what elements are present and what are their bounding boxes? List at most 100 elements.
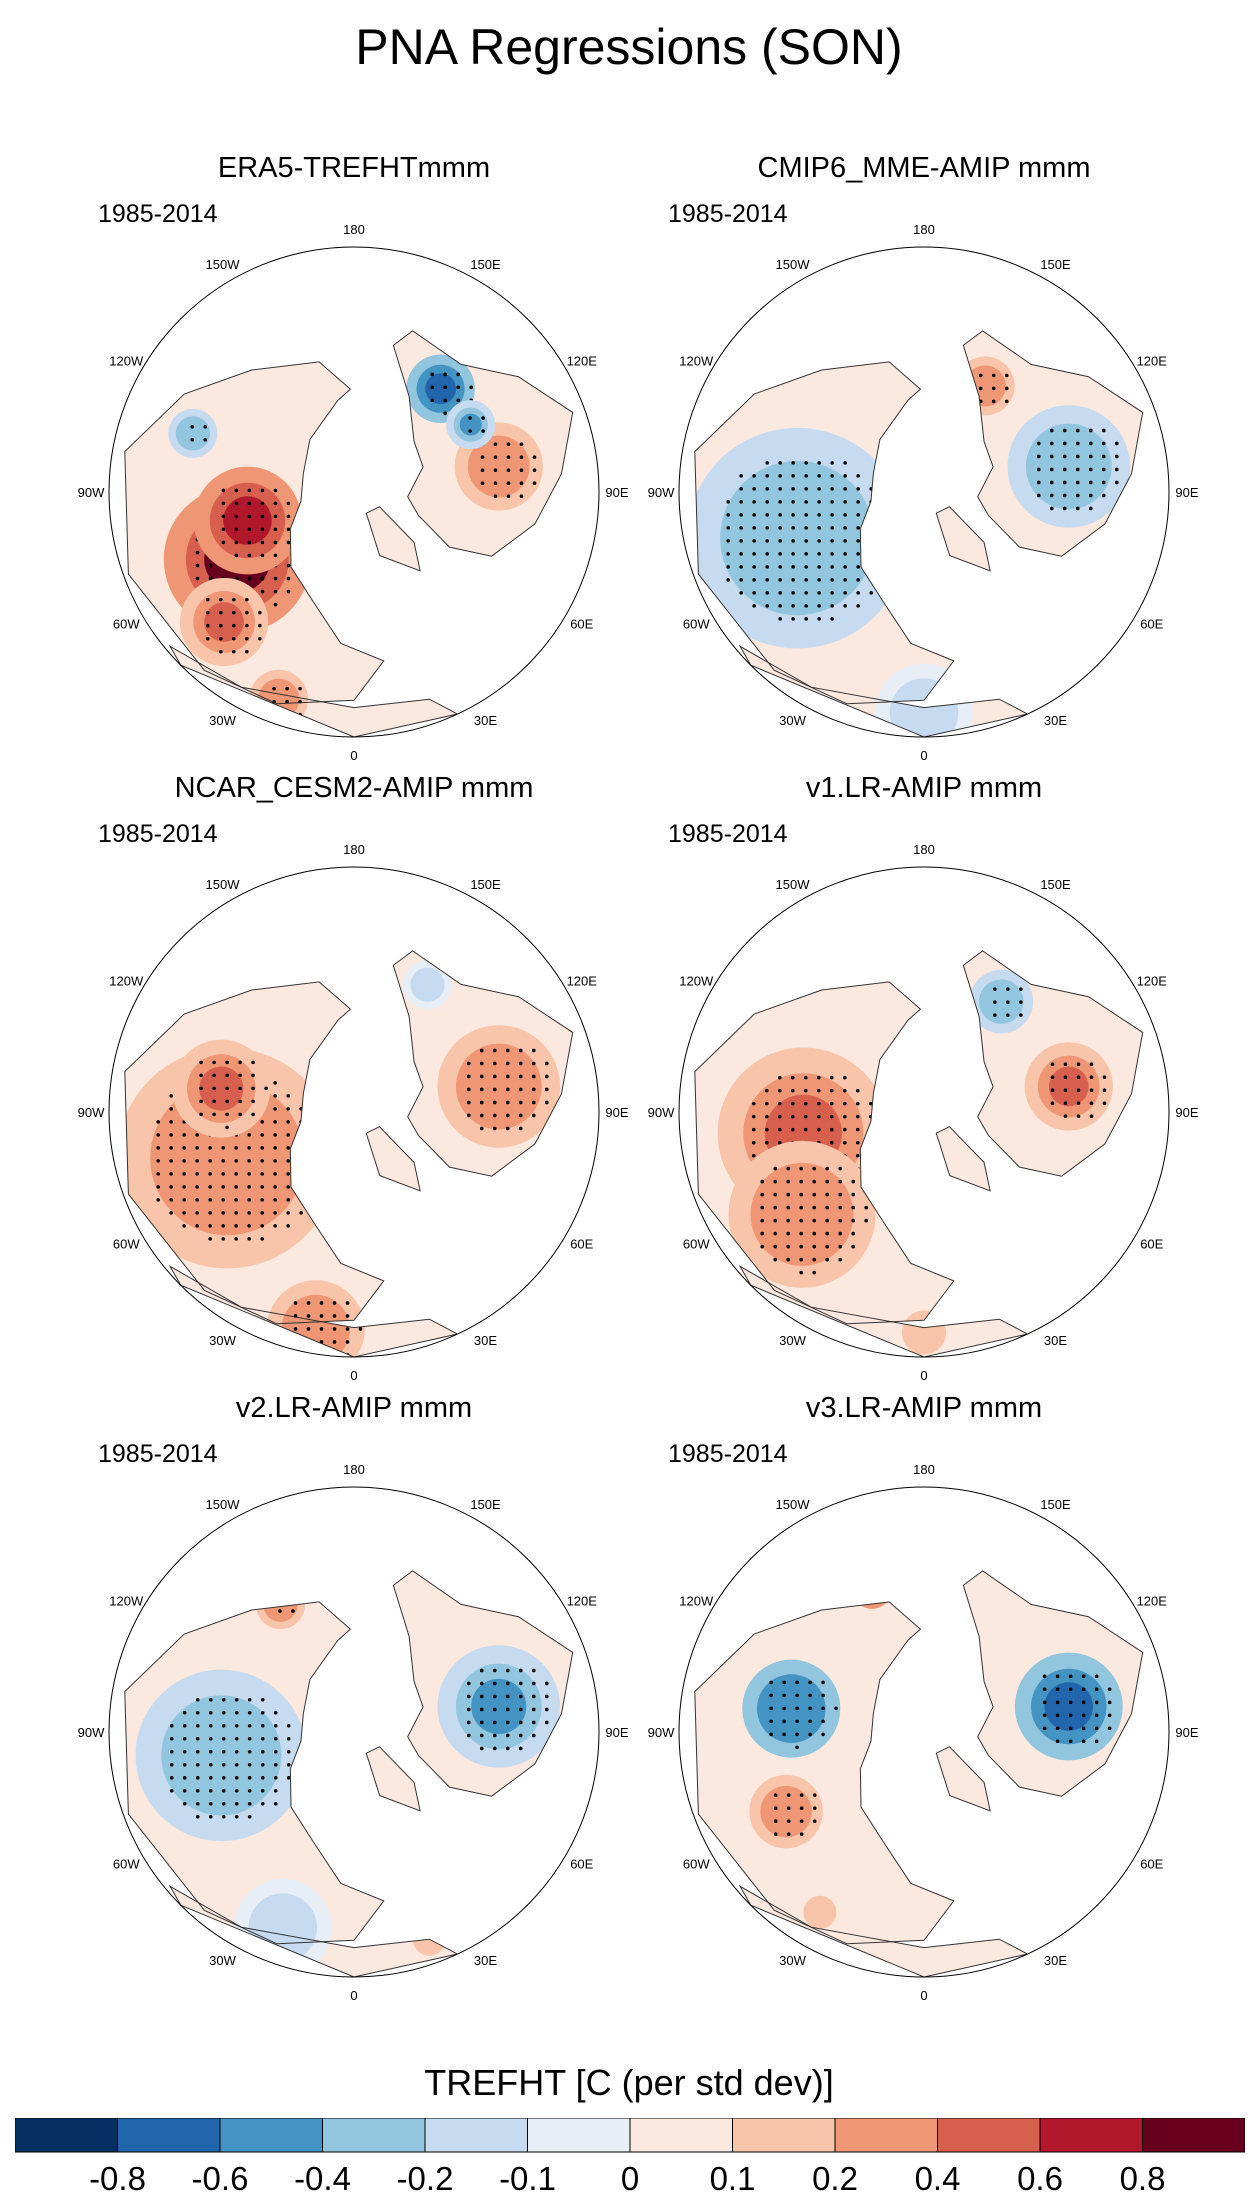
significance-dot <box>182 1775 187 1780</box>
significance-dot <box>856 591 860 595</box>
significance-dot <box>286 527 291 532</box>
significance-dot <box>286 1749 291 1754</box>
map-panel-cesm2: NCAR_CESM2-AMIP mmm 1985-2014 180 150E 120… <box>54 772 654 1412</box>
anomaly-contour <box>416 973 439 996</box>
significance-dot <box>790 1101 795 1106</box>
significance-dot <box>786 1205 791 1210</box>
significance-dot <box>492 1048 497 1053</box>
coastline <box>168 1884 459 1977</box>
significance-dot <box>218 636 223 641</box>
significance-dot <box>273 1159 277 1163</box>
significance-dot <box>855 1127 860 1132</box>
significance-dot <box>234 1159 238 1163</box>
colorbar-swatch <box>1039 2118 1143 2153</box>
colorbar-swatch <box>117 2118 221 2153</box>
significance-dot <box>492 1126 497 1131</box>
significance-dot <box>1102 1075 1107 1079</box>
significance-dot <box>843 500 847 504</box>
significance-dot <box>332 1327 337 1331</box>
significance-dot <box>260 1185 264 1189</box>
longitude-label: 0 <box>350 1368 357 1383</box>
significance-dot <box>260 1710 265 1715</box>
significance-dot <box>505 1074 510 1079</box>
significance-dot <box>1075 467 1080 472</box>
significance-dot <box>225 1125 229 1130</box>
longitude-label: 90W <box>78 485 105 500</box>
significance-dot <box>225 1099 229 1104</box>
significance-dot <box>182 1736 187 1741</box>
map-panel-v2: v2.LR-AMIP mmm 1985-2014 180 150E 120E 90E 6… <box>54 1392 654 2032</box>
significance-dot <box>851 1179 856 1184</box>
significance-dot <box>182 1749 187 1754</box>
significance-dot <box>506 455 511 459</box>
longitude-label: 120W <box>109 974 144 989</box>
significance-dot <box>208 1185 212 1189</box>
significance-dot <box>1004 373 1009 378</box>
significance-dot <box>208 1736 213 1741</box>
significance-dot <box>825 1192 830 1197</box>
significance-dot <box>868 1101 873 1106</box>
significance-dot <box>518 1746 523 1751</box>
significance-dot <box>782 1719 786 1724</box>
anomaly-contour <box>768 1181 836 1248</box>
significance-dot <box>518 1694 523 1699</box>
longitude-label: 60E <box>1140 1857 1163 1872</box>
significance-dot <box>518 1087 523 1092</box>
significance-dot <box>260 1697 265 1702</box>
significance-dot <box>1063 1075 1068 1079</box>
significance-dot <box>978 386 983 391</box>
significance-dot <box>443 411 447 416</box>
significance-dot <box>319 1314 324 1318</box>
panel-period: 1985-2014 <box>668 200 788 228</box>
longitude-label: 150W <box>776 877 811 892</box>
significance-dot <box>234 1185 238 1189</box>
significance-dot <box>492 1668 497 1673</box>
significance-dot <box>1042 1713 1047 1718</box>
significance-dot <box>479 1074 484 1079</box>
significance-dot <box>195 1185 199 1189</box>
significance-dot <box>804 604 808 608</box>
significance-dot <box>273 1762 278 1767</box>
longitude-label: 120W <box>109 354 144 369</box>
significance-dot <box>764 1114 769 1119</box>
significance-dot <box>518 1048 523 1053</box>
significance-dot <box>273 1775 278 1780</box>
longitude-label: 0 <box>920 1988 927 2003</box>
significance-dot <box>247 1697 252 1702</box>
significance-dot <box>821 1680 825 1685</box>
significance-dot <box>777 1127 782 1132</box>
significance-dot <box>531 1113 536 1118</box>
significance-dot <box>169 1723 174 1728</box>
significance-dot <box>234 488 239 493</box>
significance-dot <box>856 526 860 530</box>
significance-dot <box>332 1314 337 1318</box>
longitude-label: 150E <box>1040 257 1071 272</box>
significance-dot <box>208 576 213 581</box>
longitude-label: 90W <box>648 485 675 500</box>
significance-dot <box>208 1172 212 1176</box>
significance-dot <box>1055 1713 1060 1718</box>
significance-dot <box>1089 1114 1094 1118</box>
significance-dot <box>751 1153 756 1158</box>
significance-dot <box>830 539 834 543</box>
significance-dot <box>286 1198 290 1202</box>
significance-dot <box>260 1788 265 1793</box>
anomaly-contour <box>1048 1066 1089 1107</box>
significance-dot <box>257 636 262 641</box>
significance-dot <box>506 481 511 485</box>
anomaly-contour <box>803 1895 837 1929</box>
significance-dot <box>531 1100 536 1105</box>
significance-dot <box>506 494 511 498</box>
significance-dot <box>260 488 265 493</box>
significance-dot <box>231 610 236 615</box>
significance-dot <box>786 1806 791 1811</box>
significance-dot <box>739 513 743 517</box>
significance-dot <box>1089 1101 1094 1105</box>
significance-dot <box>752 474 756 478</box>
longitude-label: 60E <box>570 1857 593 1872</box>
significance-dot <box>332 1340 337 1344</box>
significance-dot <box>234 1775 239 1780</box>
significance-dot <box>1055 1687 1060 1692</box>
significance-dot <box>993 1013 997 1017</box>
significance-dot <box>817 578 821 582</box>
